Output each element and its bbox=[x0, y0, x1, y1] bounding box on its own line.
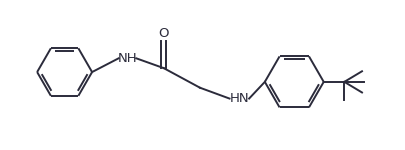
Text: HN: HN bbox=[229, 92, 249, 105]
Text: NH: NH bbox=[117, 52, 137, 65]
Text: O: O bbox=[158, 27, 168, 40]
